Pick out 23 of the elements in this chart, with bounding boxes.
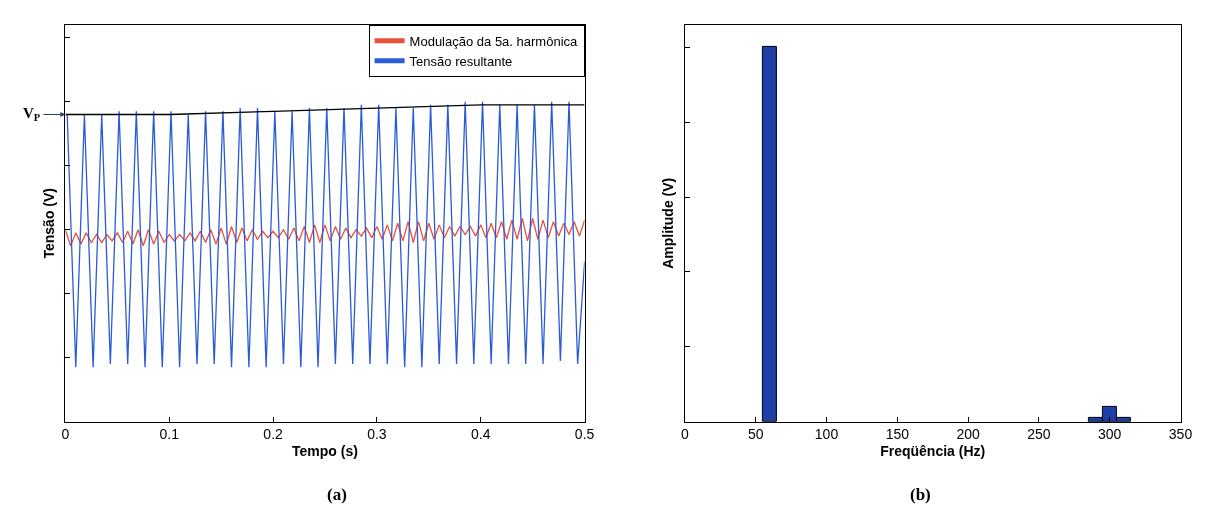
x-tick-label: 0.4 — [471, 426, 491, 443]
y-axis-title: Amplitude (V) — [660, 177, 677, 269]
legend-label: Tensão resultante — [409, 53, 513, 69]
x-tick-label: 150 — [885, 426, 910, 443]
x-tick-label: 0.1 — [159, 426, 180, 443]
x-tick-label: 0 — [61, 426, 70, 443]
x-tick-label: 50 — [747, 426, 764, 443]
x-tick-label: 0.2 — [263, 426, 284, 443]
x-tick-label: 0.3 — [367, 426, 387, 443]
legend-label: Modulação da 5a. harmônica — [409, 33, 579, 49]
y-axis-title: Tensão (V) — [41, 188, 57, 259]
x-axis-title: Tempo (s) — [292, 442, 358, 459]
x-tick-label: 350 — [1168, 426, 1193, 443]
x-tick-label: 250 — [1027, 426, 1051, 443]
x-axis-title: Freqüência (Hz) — [880, 442, 986, 459]
text: (b) — [910, 485, 931, 504]
x-tick-label: 300 — [1098, 426, 1122, 443]
x-tick-label: 0.5 — [574, 426, 595, 443]
x-tick-label: 200 — [956, 426, 980, 443]
x-tick-label: 100 — [814, 426, 839, 443]
text: (a) — [327, 485, 347, 504]
x-tick-label: 0 — [681, 426, 689, 443]
annotation: V$_{P}$ — [23, 105, 41, 124]
